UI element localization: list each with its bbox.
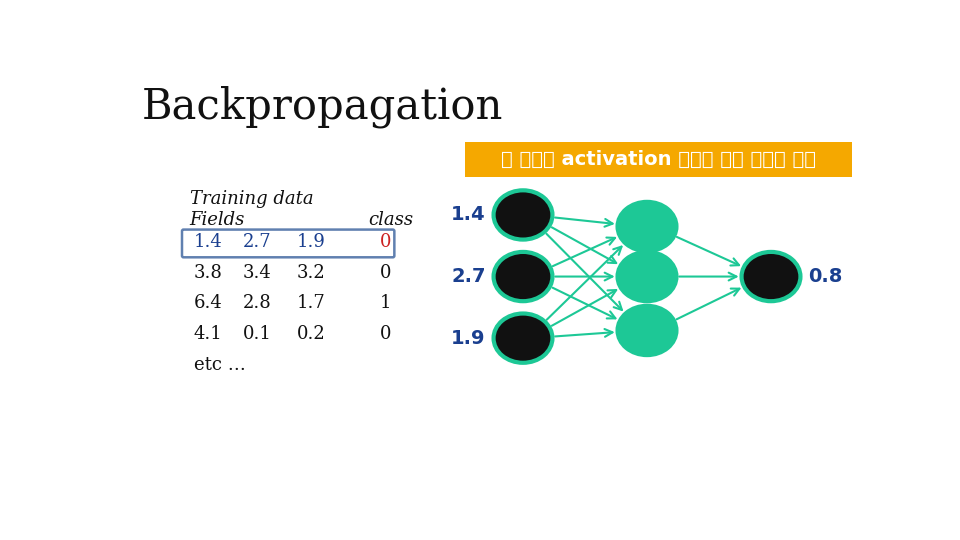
Text: 0.8: 0.8 (808, 267, 843, 286)
Text: 4.1: 4.1 (194, 325, 223, 343)
Text: Training data: Training data (190, 190, 313, 207)
Text: 3.8: 3.8 (194, 264, 223, 282)
Ellipse shape (617, 202, 677, 251)
Text: 2.7: 2.7 (243, 233, 271, 251)
Text: etc …: etc … (194, 356, 246, 374)
Ellipse shape (617, 306, 677, 355)
Text: 0.2: 0.2 (297, 325, 325, 343)
Text: 각 노드의 activation 결과에 따라 출력값 계산: 각 노드의 activation 결과에 따라 출력값 계산 (501, 150, 816, 169)
Text: 1: 1 (379, 294, 391, 313)
Text: 0: 0 (379, 325, 391, 343)
Text: Fields: Fields (190, 211, 245, 229)
Text: 3.4: 3.4 (243, 264, 271, 282)
Ellipse shape (493, 314, 552, 363)
Text: 2.7: 2.7 (451, 267, 486, 286)
Text: 1.4: 1.4 (194, 233, 223, 251)
Text: 1.9: 1.9 (297, 233, 325, 251)
FancyBboxPatch shape (182, 230, 395, 257)
Text: Backpropagation: Backpropagation (142, 86, 503, 129)
Text: 0: 0 (379, 233, 391, 251)
Ellipse shape (617, 252, 677, 301)
Text: 1.9: 1.9 (451, 329, 486, 348)
Text: 1.7: 1.7 (297, 294, 325, 313)
Ellipse shape (493, 190, 552, 240)
Text: 2.8: 2.8 (243, 294, 271, 313)
Text: 1.4: 1.4 (451, 205, 486, 225)
Text: 6.4: 6.4 (194, 294, 223, 313)
Text: class: class (368, 211, 413, 229)
Ellipse shape (741, 252, 801, 301)
Text: 0: 0 (379, 264, 391, 282)
Text: 3.2: 3.2 (297, 264, 325, 282)
Text: 0.1: 0.1 (243, 325, 272, 343)
FancyBboxPatch shape (465, 142, 852, 177)
Ellipse shape (493, 252, 552, 301)
